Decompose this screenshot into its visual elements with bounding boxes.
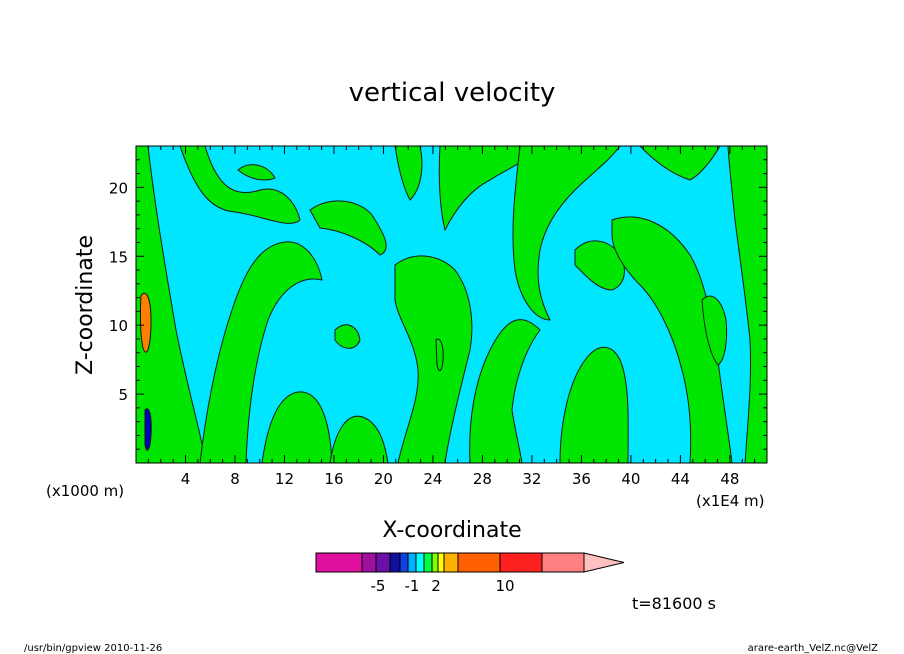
colorbar-tick-label: 2 <box>431 577 441 595</box>
colorbar-segment <box>361 552 377 573</box>
upward-region <box>727 146 767 463</box>
chart-title: vertical velocity <box>349 78 556 108</box>
x-tick-label: 24 <box>423 470 442 488</box>
x-tick-label: 44 <box>671 470 690 488</box>
colorbar-segment <box>315 552 363 573</box>
colorbar-segment <box>499 552 543 573</box>
colorbar-segment <box>407 552 417 573</box>
colorbar-segment <box>415 552 425 573</box>
contour-field <box>136 146 767 463</box>
time-label: t=81600 s <box>632 594 716 613</box>
upward-region <box>199 241 323 463</box>
footer-left: /usr/bin/gpview 2010-11-26 <box>24 643 162 654</box>
x-tick-label: 16 <box>324 470 343 488</box>
y-tick-label: 10 <box>109 317 128 335</box>
x-tick-label: 12 <box>275 470 294 488</box>
upward-region <box>701 295 728 366</box>
colorbar-segment <box>399 552 409 573</box>
y-tick-label: 15 <box>109 248 128 266</box>
colorbar-segment <box>423 552 433 573</box>
colorbar-segment <box>389 552 401 573</box>
upward-region <box>237 164 276 181</box>
plot-frame <box>135 145 768 464</box>
colorbar-segment <box>437 552 445 573</box>
upward-region <box>179 146 301 224</box>
downdraft-core <box>144 408 152 451</box>
upward-region <box>261 391 333 463</box>
upward-region <box>309 200 387 256</box>
x-axis: 4 8 12 16 20 24 28 32 36 40 44 48 <box>147 146 756 488</box>
colorbar <box>315 552 625 573</box>
upward-region <box>394 146 423 201</box>
colorbar-segment <box>375 552 391 573</box>
y-tick-label: 5 <box>118 386 128 404</box>
upward-region <box>329 415 389 463</box>
y-axis: 5 10 15 20 <box>109 159 767 450</box>
upward-region <box>559 347 629 463</box>
upward-regions <box>136 146 767 463</box>
upward-region <box>334 324 361 349</box>
colorbar-labels: -5 -1 2 10 <box>371 577 515 595</box>
y-axis-label: Z-coordinate <box>73 235 98 375</box>
x-unit-right-label: (x1E4 m) <box>696 492 765 510</box>
strong-updraft-core <box>139 292 444 451</box>
y-tick-label: 20 <box>109 179 128 197</box>
x-tick-label: 36 <box>572 470 591 488</box>
x-tick-label: 40 <box>621 470 640 488</box>
x-tick-label: 4 <box>181 470 191 488</box>
colorbar-tick-label: -1 <box>405 577 420 595</box>
colorbar-tick-label: 10 <box>495 577 514 595</box>
x-tick-label: 32 <box>522 470 541 488</box>
x-tick-label: 28 <box>473 470 492 488</box>
updraft-core <box>139 292 152 353</box>
colorbar-segment <box>457 552 501 573</box>
colorbar-tick-label: -5 <box>371 577 386 595</box>
upward-region <box>394 255 473 463</box>
x-tick-label: 8 <box>230 470 240 488</box>
colorbar-arrow <box>583 552 625 573</box>
upward-region <box>136 146 207 463</box>
updraft-core <box>435 338 444 372</box>
x-tick-label: 48 <box>720 470 739 488</box>
upward-region <box>574 240 625 291</box>
colorbar-segment <box>443 552 459 573</box>
colorbar-segment <box>431 552 439 573</box>
upward-region <box>639 146 721 181</box>
x-axis-label: X-coordinate <box>382 518 521 543</box>
x-unit-left-label: (x1000 m) <box>46 482 124 500</box>
upward-region <box>469 319 541 463</box>
colorbar-segment <box>541 552 585 573</box>
x-tick-label: 20 <box>374 470 393 488</box>
footer-right: arare-earth_VelZ.nc@VelZ <box>748 643 879 654</box>
upward-region <box>512 146 621 321</box>
